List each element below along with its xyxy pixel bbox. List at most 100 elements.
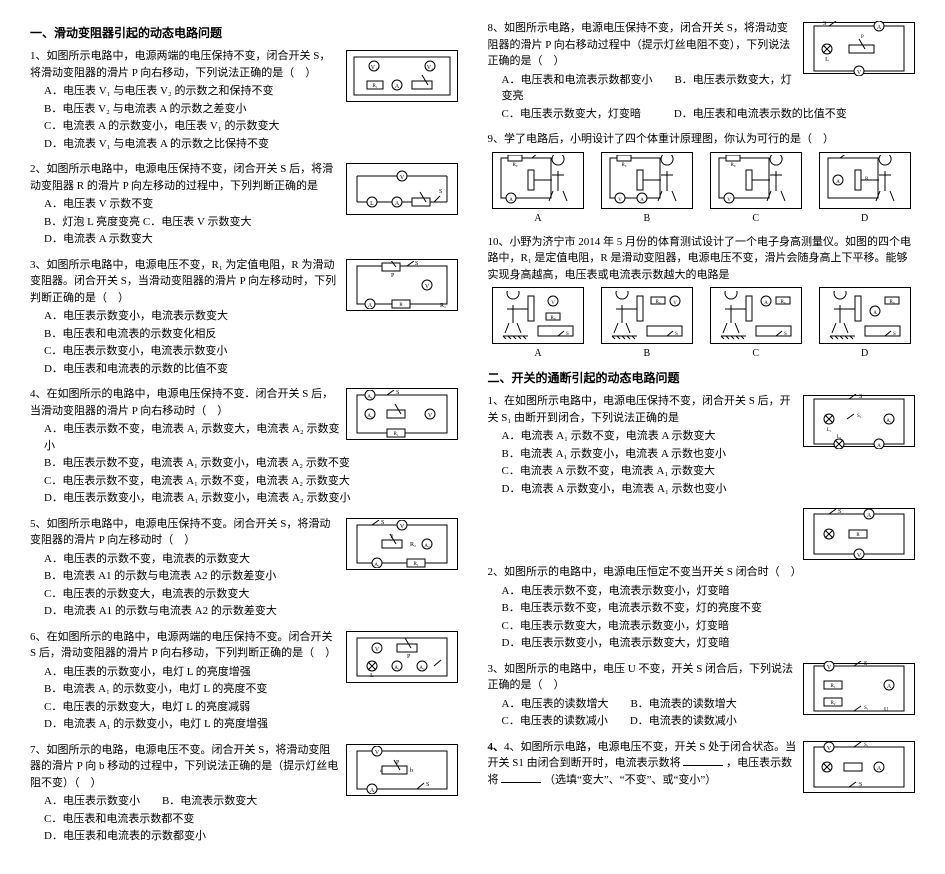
left-column: 一、滑动变阻器引起的动态电路问题 V₁ V₂ R₁ A 1、如图所示电路中，电源…: [30, 20, 458, 854]
option-a: A．电压表示数不变，电流表示数变小，灯变暗: [502, 583, 916, 600]
svg-text:A: A: [867, 513, 872, 519]
svg-text:S₁: S₁: [864, 706, 869, 711]
option-d: D．电流表 V₁ 与电流表 A 的示数之比保持不变: [44, 136, 458, 153]
svg-text:R₀: R₀: [889, 300, 894, 305]
diagram-wrap: A R D: [819, 152, 911, 226]
svg-text:V: V: [673, 301, 677, 306]
svg-text:S: S: [566, 332, 569, 337]
option-c: C．电压表示数变大，电流表示数变小，灯变暗: [502, 618, 916, 635]
svg-text:R₁: R₁: [413, 562, 418, 567]
circuit-diagram-icon: A₁ S A₂ V R₁: [346, 388, 458, 440]
circuit-diagram-icon: A R₀ S: [819, 287, 911, 344]
svg-text:A: A: [887, 684, 892, 690]
svg-text:S: S: [823, 21, 826, 27]
svg-text:R₀: R₀: [655, 300, 660, 305]
question-s2-2: S A R V 2、如图所示的电路中，电源电压恒定不变当开关 S 闭合时（ ） …: [488, 506, 916, 653]
svg-text:S: S: [415, 261, 418, 267]
option-b: B．电压表示数不变，电流表示数不变，灯的亮度不变: [502, 600, 916, 617]
option-label: B: [601, 211, 693, 226]
option-d: D．电压表示数变小，电流表示数变大，灯变暗: [502, 635, 916, 652]
svg-text:A: A: [836, 180, 840, 185]
options: A．电压表示数变小，电流表示数变大 B．电压表和电流表的示数变化相反 C．电压表…: [30, 308, 458, 377]
svg-text:R₀: R₀: [550, 316, 555, 321]
svg-text:V₁: V₁: [370, 65, 376, 71]
question-7: V aPb A S 7、如图所示的电路，电源电压不变。闭合开关 S，将滑动变阻器…: [30, 742, 458, 846]
option-d: D．电流表 A₁ 的示数变小，电灯 L 的亮度增强: [44, 716, 458, 733]
option-b: B．电流表 A₁ 的示数变小，电灯 L 的亮度不变: [44, 681, 458, 698]
blank-input[interactable]: [683, 755, 723, 766]
svg-text:R₀: R₀: [512, 163, 517, 168]
diagram-wrap: A R₀ S C: [710, 287, 802, 361]
svg-text:A: A: [640, 198, 644, 203]
svg-text:V: V: [827, 665, 832, 671]
svg-text:V₂: V₂: [426, 65, 432, 71]
svg-text:L₁: L₁: [827, 428, 832, 433]
circuit-diagram-icon: R₀ A: [492, 152, 584, 209]
section-2-title: 二、开关的通断引起的动态电路问题: [488, 369, 916, 387]
svg-text:a: a: [380, 768, 383, 774]
blank-input[interactable]: [501, 772, 541, 783]
svg-text:A: A: [367, 303, 372, 309]
diagram-wrap: R₀ V C: [710, 152, 802, 226]
option-b: B．电压表和电流表的示数变化相反: [44, 326, 458, 343]
option-label: D: [819, 211, 911, 226]
svg-text:V: V: [857, 553, 862, 559]
diagram-wrap: A R₀ S D: [819, 287, 911, 361]
option-d: D．电压表和电流表的示数都变小: [44, 828, 458, 845]
option-b: B．电流表 A1 的示数与电流表 A2 的示数差变小: [44, 568, 458, 585]
svg-text:R₂: R₂: [410, 542, 416, 548]
question-2: V L A S 2、如图所示电路中，电源电压保持不变，闭合开关 S 后，将滑动变…: [30, 161, 458, 249]
svg-text:R₁: R₁: [440, 303, 446, 309]
option-b: B．灯泡 L 亮度变亮 C．电压表 V 示数变大: [44, 214, 458, 231]
circuit-diagram-icon: V R₀ S: [492, 287, 584, 344]
svg-text:S: S: [396, 390, 399, 396]
svg-text:S: S: [675, 332, 678, 337]
svg-text:S: S: [838, 509, 841, 515]
option-b: B．电压表 V₂ 与电流表 A 的示数之差变小: [44, 101, 458, 118]
svg-text:A₁: A₁: [367, 395, 373, 400]
question-10: 10、小野为济宁市 2014 年 5 月份的体育测试设计了一个电子身高测量仪。如…: [488, 234, 916, 362]
svg-text:A: A: [877, 444, 881, 449]
option-c: C．电压表和电流表示数都不变: [44, 811, 458, 828]
svg-text:A: A: [509, 198, 513, 203]
svg-text:U: U: [884, 707, 889, 713]
option-label: A: [492, 211, 584, 226]
options: A．电压表示数不变，电流表示数变小，灯变暗 B．电压表示数不变，电流表示数不变，…: [488, 583, 916, 652]
circuit-diagram-icon: V aPb A S: [346, 744, 458, 796]
svg-text:P: P: [861, 35, 864, 40]
circuit-diagram-icon: A R: [819, 152, 911, 209]
circuit-diagram-icon: P S A R V R₁: [346, 259, 458, 311]
svg-text:S₁: S₁: [857, 414, 862, 419]
circuit-diagram-icon: S A L P V: [803, 22, 915, 74]
svg-text:S: S: [859, 394, 862, 400]
question-4: A₁ S A₂ V R₁ 4、在如图所示的电路中，电源电压保持不变．闭合开关 S…: [30, 386, 458, 508]
diagram-wrap: R₀ A A: [492, 152, 584, 226]
svg-text:A: A: [394, 201, 399, 207]
diagram-wrap: R₀ V S B: [601, 287, 693, 361]
svg-text:A₁: A₁: [886, 419, 892, 424]
circuit-diagram-icon: V₁ V₂ R₁ A: [346, 50, 458, 102]
svg-text:R₂: R₂: [830, 701, 835, 706]
svg-text:V: V: [551, 301, 555, 306]
circuit-diagram-icon: V S R₁ A R₂ S₁ U: [803, 663, 915, 715]
svg-text:V: V: [827, 746, 832, 752]
circuit-diagram-icon: R₀ V: [710, 152, 802, 209]
svg-text:A₂: A₂: [424, 544, 430, 549]
question-8: S A L P V 8、如图所示电路，电源电压保持不变，闭合开关 S，将滑动变阻…: [488, 20, 916, 123]
svg-text:S₁: S₁: [864, 743, 869, 748]
svg-text:A: A: [369, 788, 374, 794]
option-d: D．电流表 A 示数变大: [44, 231, 458, 248]
question-s2-1: S L₁ S₁ A₁ L₂ A 1、在如图所示电路中，电源电压保持不变，闭合开关…: [488, 393, 916, 498]
circuit-diagram-icon: S A R V: [803, 508, 915, 560]
question-stem: 9、学了电路后，小明设计了四个体重计原理图，你认为可行的是（ ）: [488, 131, 916, 148]
svg-text:V: V: [399, 175, 404, 181]
question-6: V P L A₁ A₂ 6、在如图所示的电路中，电源两端的电压保持不变。闭合开关…: [30, 629, 458, 734]
circuit-diagram-icon: V S₁ A S: [803, 741, 915, 793]
svg-text:P: P: [407, 654, 411, 660]
svg-text:A: A: [764, 301, 768, 306]
question-s2-4: V S₁ A S 4、4、如图所示电路，电源电压不变，开关 S 处于闭合状态。当…: [488, 739, 916, 797]
option-c: C．电压表的示数变大，电流表的示数变大: [44, 586, 458, 603]
svg-text:A₂: A₂: [419, 666, 425, 671]
question-9: 9、学了电路后，小明设计了四个体重计原理图，你认为可行的是（ ） R₀ A A: [488, 131, 916, 226]
svg-text:A: A: [873, 311, 877, 316]
